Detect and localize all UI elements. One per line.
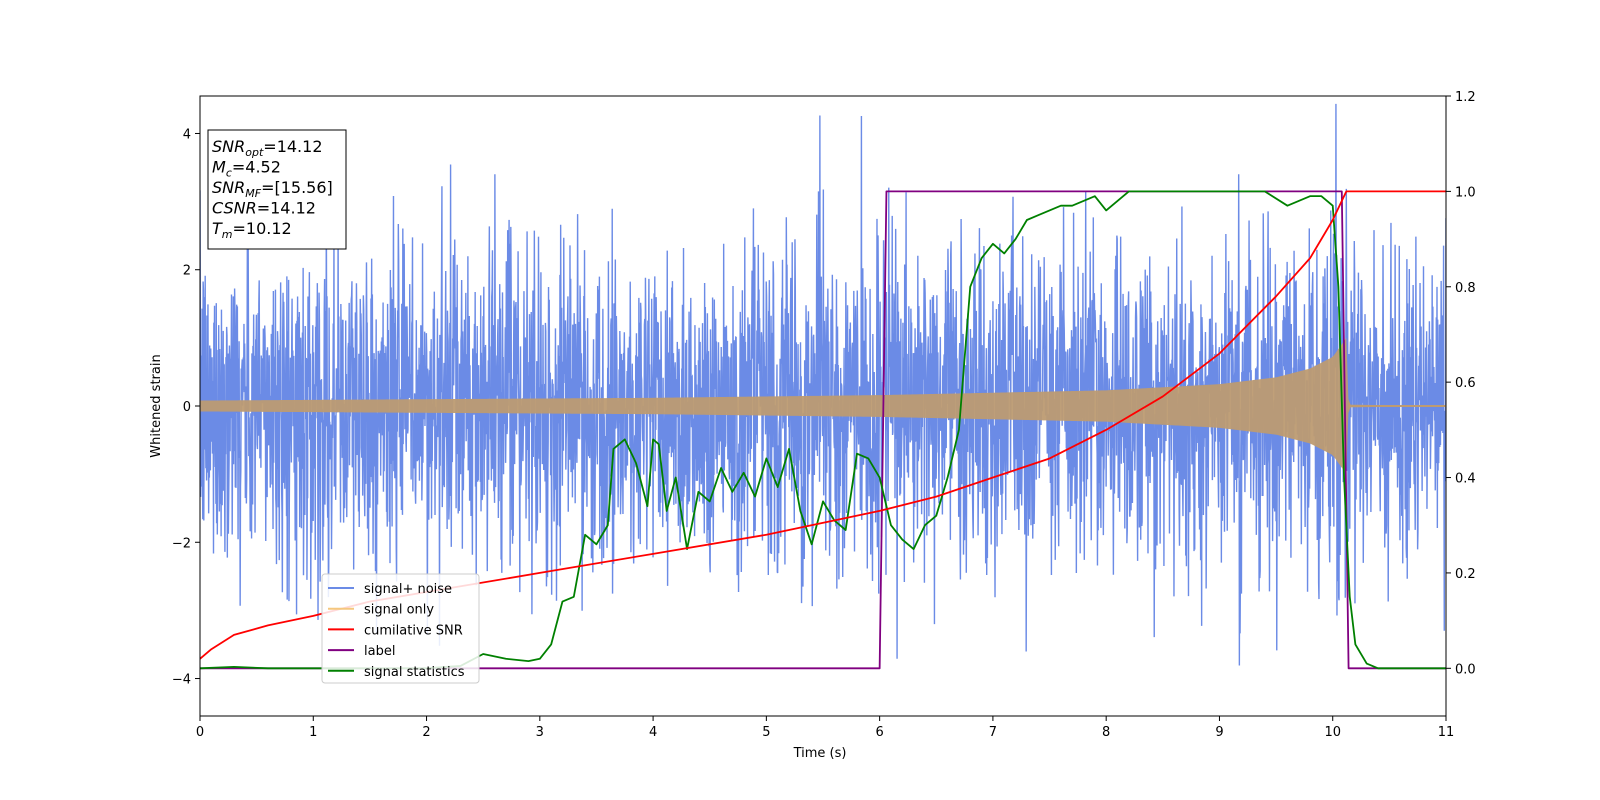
y-left-tick-label: 0 [183,400,191,415]
annotation-line: SNRopt=14.12 [212,137,323,159]
x-tick-label: 10 [1324,725,1341,740]
legend-label: signal+ noise [364,582,452,597]
legend: signal+ noise signal only cumilative SNR la… [321,573,480,684]
series-cumulative-snr-line [200,190,1446,660]
y-left-tick-label: 2 [183,264,191,279]
x-tick-label: 5 [762,725,770,740]
x-tick-label: 7 [989,725,997,740]
legend-label: signal only [364,603,434,618]
x-tick-label: 11 [1438,725,1455,740]
legend-label: cumilative SNR [364,623,463,638]
plot-data-layer [200,103,1446,670]
legend-label: label [364,644,395,659]
y-right-tick-label: 1.0 [1455,185,1476,200]
y-right-tick-label: 0.2 [1455,567,1476,582]
annotation-line: CSNR=14.12 [212,199,316,218]
axes-layer: 0 1 2 3 4 5 6 7 8 9 10 11 −4 −2 0 2 4 0.0 0.2 0.4 0.6 0.8 1.0 1… [172,90,1476,740]
x-tick-label: 1 [309,725,317,740]
annotation-line: Mc=4.52 [212,158,281,180]
annotation-frame [207,129,347,250]
x-tick-label: 0 [196,725,204,740]
x-tick-label: 2 [422,725,430,740]
y-right-tick-label: 0.0 [1455,662,1476,677]
y-left-tick-label: −4 [172,673,191,688]
x-tick-label: 4 [649,725,657,740]
x-tick-label: 6 [875,725,883,740]
x-tick-label: 8 [1102,725,1110,740]
series-label-line [200,190,1446,670]
annotation-box: SNRopt=14.12Mc=4.52SNRMF=[15.56]CSNR=14.… [207,129,347,250]
y-right-tick-label: 0.4 [1455,472,1476,487]
x-tick-label: 9 [1215,725,1223,740]
y-axis-label: Whitened strain [149,354,164,457]
series-signal-statistics-line [200,190,1446,670]
legend-frame [321,573,480,684]
y-right-tick-label: 0.6 [1455,376,1476,391]
y-left-tick-label: −2 [172,536,191,551]
legend-label: signal statistics [364,665,465,680]
annotation-line: SNRMF=[15.56] [212,178,333,200]
y-right-tick-label: 0.8 [1455,281,1476,296]
x-axis-label: Time (s) [793,746,847,761]
y-right-tick-label: 1.2 [1455,90,1476,105]
x-tick-label: 3 [536,725,544,740]
y-left-tick-label: 4 [183,127,191,142]
annotation-line: Tm=10.12 [212,219,292,241]
series-signal-only-band [200,337,1446,475]
